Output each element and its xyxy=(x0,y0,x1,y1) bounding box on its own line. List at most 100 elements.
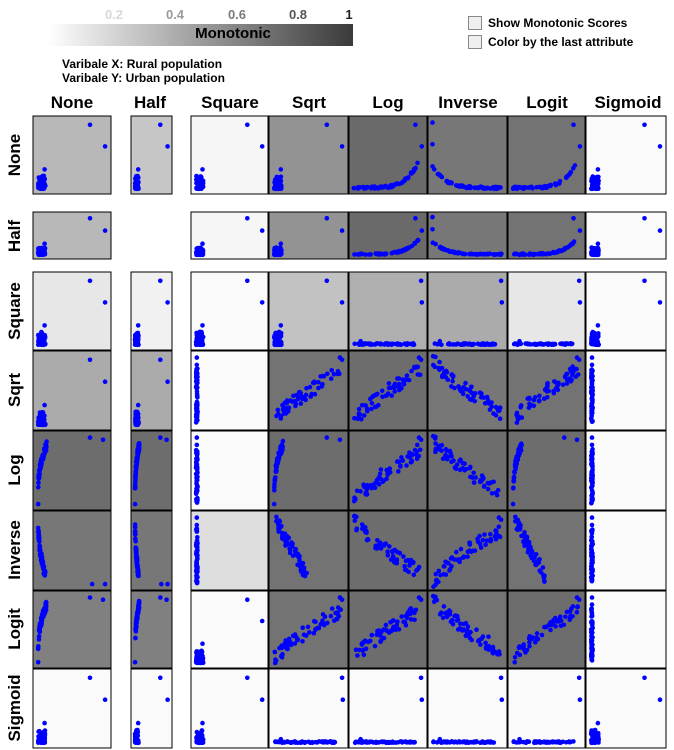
panel-half-sqrt[interactable] xyxy=(268,211,349,260)
scatter-point xyxy=(135,402,141,408)
panel-logit-sigmoid[interactable] xyxy=(585,590,667,669)
panel-logit-sqrt[interactable] xyxy=(268,590,349,669)
panel-square-none[interactable] xyxy=(32,271,112,351)
panel-sigmoid-logit[interactable] xyxy=(507,668,586,749)
panel-square-logit[interactable] xyxy=(507,271,586,351)
panel-inverse-log[interactable] xyxy=(348,510,428,591)
panel-square-square[interactable] xyxy=(190,271,269,351)
scatter-point xyxy=(449,180,454,185)
scatter-point xyxy=(277,342,283,348)
panel-sqrt-inverse[interactable] xyxy=(427,350,508,431)
scatter-point xyxy=(297,553,302,559)
panel-logit-none[interactable] xyxy=(32,590,112,669)
panel-log-half[interactable] xyxy=(130,430,173,511)
panel-none-log[interactable] xyxy=(348,115,428,195)
panel-square-inverse[interactable] xyxy=(427,271,508,351)
panel-inverse-inverse[interactable] xyxy=(427,510,508,591)
scatter-point xyxy=(36,475,41,481)
panel-none-logit[interactable] xyxy=(507,115,586,195)
panel-inverse-logit[interactable] xyxy=(507,510,586,591)
scatter-point xyxy=(411,739,417,745)
scatter-point xyxy=(355,416,361,422)
scatter-point xyxy=(468,185,473,191)
scatter-point xyxy=(570,372,575,378)
scatter-point xyxy=(589,497,595,502)
scatter-point xyxy=(465,624,471,629)
panel-inverse-sqrt[interactable] xyxy=(268,510,349,591)
scatter-point xyxy=(324,278,330,284)
panel-inverse-half[interactable] xyxy=(130,510,173,591)
scatter-point xyxy=(194,180,199,186)
panel-logit-inverse[interactable] xyxy=(427,590,508,669)
scatter-point xyxy=(195,251,201,256)
panel-none-inverse[interactable] xyxy=(427,115,508,195)
scatter-point xyxy=(275,407,281,413)
panel-log-none[interactable] xyxy=(32,430,112,511)
scatter-point xyxy=(195,658,200,663)
panel-inverse-sigmoid[interactable] xyxy=(585,510,667,591)
panel-half-logit[interactable] xyxy=(507,211,586,260)
panel-square-sqrt[interactable] xyxy=(268,271,349,351)
scatter-point xyxy=(537,568,542,573)
scatter-point xyxy=(591,330,596,336)
panel-none-half[interactable] xyxy=(130,115,173,195)
scatter-point xyxy=(512,655,518,660)
panel-sigmoid-sqrt[interactable] xyxy=(268,668,349,749)
show-monotonic-option[interactable]: Show Monotonic Scores xyxy=(468,15,627,31)
panel-half-none[interactable] xyxy=(32,211,112,260)
panel-logit-log[interactable] xyxy=(348,590,428,669)
panel-log-sqrt[interactable] xyxy=(268,430,349,511)
scatter-point xyxy=(134,563,140,569)
panel-sigmoid-log[interactable] xyxy=(348,668,428,749)
panel-sigmoid-half[interactable] xyxy=(130,668,173,749)
panel-logit-square[interactable] xyxy=(190,590,269,669)
panel-sqrt-log[interactable] xyxy=(348,350,428,431)
panel-log-sigmoid[interactable] xyxy=(585,430,667,511)
panel-sqrt-logit[interactable] xyxy=(507,350,586,431)
panel-square-log[interactable] xyxy=(348,271,428,351)
panel-log-logit[interactable] xyxy=(507,430,586,511)
scatter-point xyxy=(35,185,41,190)
scatter-point xyxy=(41,177,46,183)
panel-none-sigmoid[interactable] xyxy=(585,115,667,195)
panel-half-square[interactable] xyxy=(190,211,269,260)
scatter-point xyxy=(460,628,465,633)
scatter-point xyxy=(38,422,44,428)
scatter-point xyxy=(274,519,279,524)
panel-logit-logit[interactable] xyxy=(507,590,586,669)
panel-sigmoid-square[interactable] xyxy=(190,668,269,749)
panel-sqrt-sigmoid[interactable] xyxy=(585,350,667,431)
panel-half-inverse[interactable] xyxy=(427,211,508,260)
panel-log-inverse[interactable] xyxy=(427,430,508,511)
panel-log-square[interactable] xyxy=(190,430,269,511)
panel-square-half[interactable] xyxy=(130,271,173,351)
panel-none-sqrt[interactable] xyxy=(268,115,349,195)
panel-sqrt-none[interactable] xyxy=(32,350,112,431)
panel-half-log[interactable] xyxy=(348,211,428,260)
scatter-point xyxy=(305,624,311,630)
panel-square-sigmoid[interactable] xyxy=(585,271,667,351)
scatter-point xyxy=(515,456,520,462)
scatter-point xyxy=(403,246,409,251)
panel-sigmoid-none[interactable] xyxy=(32,668,112,749)
panel-logit-half[interactable] xyxy=(130,590,173,669)
scatter-point xyxy=(589,186,595,192)
panel-half-sigmoid[interactable] xyxy=(585,211,667,260)
scatter-point xyxy=(358,736,363,742)
panel-inverse-square[interactable] xyxy=(190,510,269,591)
scatter-point xyxy=(450,342,456,347)
panel-sqrt-sqrt[interactable] xyxy=(268,350,349,431)
panel-none-square[interactable] xyxy=(190,115,269,195)
panel-log-log[interactable] xyxy=(348,430,428,511)
panel-none-none[interactable] xyxy=(32,115,112,195)
color-by-last-checkbox[interactable] xyxy=(468,35,482,49)
scatter-point xyxy=(298,401,304,406)
show-monotonic-checkbox[interactable] xyxy=(468,16,482,30)
panel-inverse-none[interactable] xyxy=(32,510,112,591)
color-by-last-option[interactable]: Color by the last attribute xyxy=(468,34,633,50)
panel-sigmoid-sigmoid[interactable] xyxy=(585,668,667,749)
panel-sigmoid-inverse[interactable] xyxy=(427,668,508,749)
panel-sqrt-square[interactable] xyxy=(190,350,269,431)
scatter-point xyxy=(432,364,438,370)
panel-sqrt-half[interactable] xyxy=(130,350,173,431)
